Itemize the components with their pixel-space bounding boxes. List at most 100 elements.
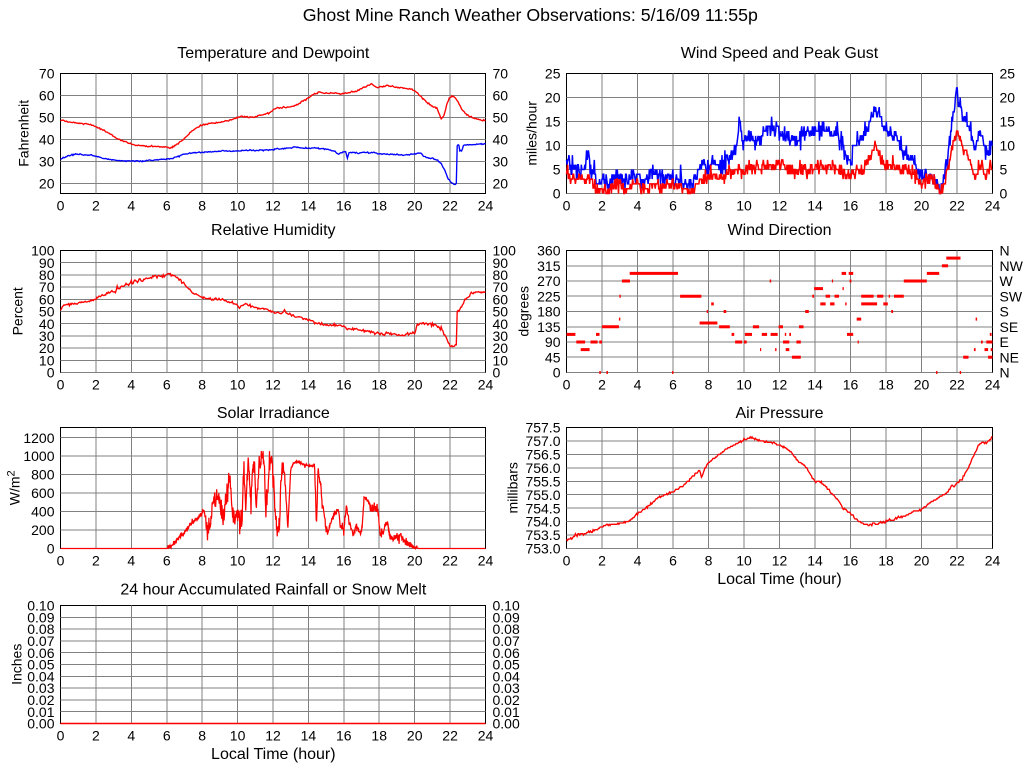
svg-text:16: 16 — [843, 198, 859, 214]
svg-text:0.08: 0.08 — [27, 621, 54, 637]
svg-text:8: 8 — [198, 728, 206, 744]
svg-text:754.0: 754.0 — [525, 514, 560, 530]
svg-text:14: 14 — [807, 198, 823, 214]
svg-text:2: 2 — [92, 377, 100, 393]
svg-text:12: 12 — [265, 552, 281, 568]
svg-text:0: 0 — [57, 552, 65, 568]
svg-text:15: 15 — [545, 114, 561, 130]
svg-text:NW: NW — [1000, 258, 1024, 274]
svg-text:E: E — [1000, 334, 1009, 350]
svg-text:0: 0 — [57, 728, 65, 744]
svg-text:0.02: 0.02 — [493, 692, 520, 708]
svg-text:20: 20 — [407, 552, 423, 568]
svg-text:400: 400 — [31, 504, 55, 520]
svg-text:0: 0 — [47, 365, 55, 381]
svg-text:6: 6 — [669, 377, 677, 393]
svg-text:10: 10 — [1000, 138, 1016, 154]
svg-text:2: 2 — [92, 552, 100, 568]
svg-text:80: 80 — [493, 267, 509, 283]
svg-text:6: 6 — [163, 552, 171, 568]
svg-text:N: N — [1000, 365, 1010, 381]
svg-text:1200: 1200 — [23, 430, 54, 446]
svg-text:N: N — [1000, 243, 1010, 259]
svg-text:Temperature and Dewpoint: Temperature and Dewpoint — [177, 45, 370, 62]
svg-text:10: 10 — [736, 552, 752, 568]
svg-text:20: 20 — [407, 728, 423, 744]
svg-text:0: 0 — [47, 541, 55, 557]
svg-text:2: 2 — [598, 377, 606, 393]
svg-text:755.5: 755.5 — [525, 473, 560, 489]
svg-text:6: 6 — [163, 377, 171, 393]
svg-text:0.06: 0.06 — [27, 645, 54, 661]
svg-text:22: 22 — [949, 198, 965, 214]
svg-text:800: 800 — [31, 467, 55, 483]
svg-text:14: 14 — [301, 377, 317, 393]
svg-text:20: 20 — [39, 176, 55, 192]
svg-text:70: 70 — [493, 66, 509, 82]
svg-text:50: 50 — [39, 110, 55, 126]
svg-text:10: 10 — [545, 138, 561, 154]
svg-text:600: 600 — [31, 485, 55, 501]
svg-text:753.5: 753.5 — [525, 527, 560, 543]
svg-text:200: 200 — [31, 522, 55, 538]
svg-text:12: 12 — [772, 552, 788, 568]
svg-text:10: 10 — [736, 198, 752, 214]
svg-text:0: 0 — [563, 198, 571, 214]
svg-text:0: 0 — [563, 552, 571, 568]
svg-text:6: 6 — [669, 552, 677, 568]
svg-text:2: 2 — [92, 198, 100, 214]
svg-text:25: 25 — [545, 66, 561, 82]
svg-text:10: 10 — [39, 352, 55, 368]
svg-text:20: 20 — [39, 340, 55, 356]
svg-text:90: 90 — [39, 255, 55, 271]
svg-text:100: 100 — [31, 243, 55, 259]
svg-text:20: 20 — [914, 377, 930, 393]
svg-text:24: 24 — [478, 728, 494, 744]
svg-text:8: 8 — [705, 552, 713, 568]
svg-text:2: 2 — [92, 728, 100, 744]
svg-text:20: 20 — [493, 176, 509, 192]
svg-text:Fahrenheit: Fahrenheit — [16, 100, 32, 167]
svg-text:90: 90 — [545, 334, 561, 350]
svg-text:0.08: 0.08 — [493, 621, 520, 637]
svg-text:20: 20 — [493, 340, 509, 356]
svg-text:70: 70 — [39, 66, 55, 82]
svg-text:10: 10 — [493, 352, 509, 368]
svg-text:16: 16 — [336, 728, 352, 744]
svg-text:0.07: 0.07 — [27, 633, 54, 649]
svg-text:0: 0 — [563, 377, 571, 393]
svg-text:millibars: millibars — [505, 462, 521, 513]
svg-text:30: 30 — [493, 154, 509, 170]
svg-text:2: 2 — [598, 198, 606, 214]
svg-text:0.10: 0.10 — [27, 598, 54, 614]
svg-text:SW: SW — [1000, 288, 1023, 304]
svg-text:14: 14 — [807, 377, 823, 393]
svg-text:315: 315 — [537, 258, 561, 274]
svg-text:0.03: 0.03 — [27, 680, 54, 696]
svg-text:24: 24 — [478, 377, 494, 393]
svg-text:16: 16 — [336, 198, 352, 214]
svg-text:753.0: 753.0 — [525, 541, 560, 557]
svg-text:2: 2 — [598, 552, 606, 568]
svg-text:30: 30 — [493, 328, 509, 344]
svg-text:60: 60 — [493, 88, 509, 104]
svg-text:180: 180 — [537, 304, 561, 320]
svg-text:0: 0 — [553, 186, 561, 202]
svg-text:4: 4 — [127, 377, 135, 393]
svg-text:W/m2: W/m2 — [6, 470, 23, 505]
svg-text:0: 0 — [493, 365, 501, 381]
svg-text:360: 360 — [537, 243, 561, 259]
svg-text:Local Time (hour): Local Time (hour) — [211, 746, 336, 763]
svg-text:10: 10 — [230, 728, 246, 744]
svg-text:50: 50 — [493, 110, 509, 126]
svg-text:22: 22 — [949, 377, 965, 393]
svg-text:0.05: 0.05 — [27, 657, 54, 673]
svg-text:4: 4 — [634, 377, 642, 393]
svg-text:20: 20 — [1000, 90, 1016, 106]
svg-text:70: 70 — [493, 279, 509, 295]
svg-text:22: 22 — [442, 728, 458, 744]
svg-text:degrees: degrees — [516, 286, 532, 337]
svg-text:20: 20 — [914, 552, 930, 568]
svg-text:80: 80 — [39, 267, 55, 283]
svg-text:756.5: 756.5 — [525, 447, 560, 463]
